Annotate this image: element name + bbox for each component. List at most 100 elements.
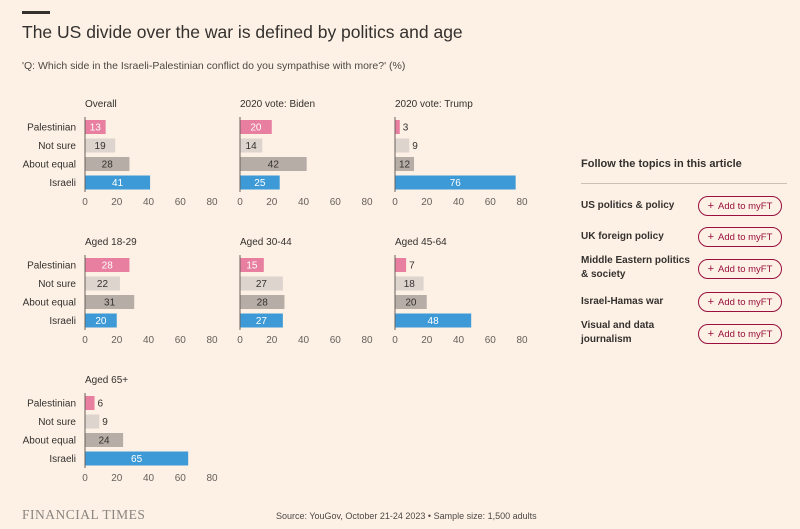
source-note: Source: YouGov, October 21-24 2023 • Sam… <box>276 511 537 521</box>
panel-title: Overall <box>85 99 117 110</box>
bar-about-equal <box>395 157 415 171</box>
tick-label: 60 <box>175 197 187 208</box>
tick-label: 60 <box>330 197 342 208</box>
bar-not-sure <box>85 414 100 429</box>
value-label: 13 <box>90 123 102 134</box>
add-button-label: Add to myFT <box>718 231 773 243</box>
bar-israeli <box>240 313 283 328</box>
tick-label: 0 <box>392 335 398 346</box>
value-label: 27 <box>256 279 268 290</box>
tick-label: 80 <box>361 197 373 208</box>
tick-label: 80 <box>206 473 218 484</box>
bar-palestinian <box>395 120 400 134</box>
bar-palestinian <box>395 258 407 272</box>
add-to-myft-button[interactable]: + Add to myFT <box>698 227 782 247</box>
bar-about-equal <box>240 157 307 171</box>
value-label: 9 <box>102 417 108 428</box>
ft-logo: FINANCIAL TIMES <box>22 507 146 522</box>
tick-label: 80 <box>206 335 218 346</box>
tick-label: 60 <box>485 335 497 346</box>
bar-israeli <box>395 175 516 190</box>
bar-about-equal <box>85 157 130 171</box>
tick-label: 0 <box>82 473 88 484</box>
plus-icon: + <box>707 200 715 212</box>
category-label: Not sure <box>38 141 76 152</box>
topics-sidebar: Follow the topics in this article <box>581 158 786 170</box>
bar-palestinian <box>85 396 95 410</box>
bar-palestinian <box>240 258 264 272</box>
topic-name: Israel-Hamas war <box>581 296 664 307</box>
topic-name: US politics & policy <box>581 200 675 211</box>
add-to-myft-button[interactable]: + Add to myFT <box>698 196 782 216</box>
add-button-label: Add to myFT <box>718 263 773 275</box>
value-label: 27 <box>256 316 268 327</box>
value-label: 14 <box>246 141 258 152</box>
chart-title: The US divide over the war is defined by… <box>22 22 463 42</box>
panel-title: Aged 30-44 <box>240 237 292 248</box>
value-label: 6 <box>98 399 104 410</box>
bar-about-equal <box>395 295 427 309</box>
add-button-label: Add to myFT <box>718 296 773 308</box>
value-label: 31 <box>104 298 116 309</box>
add-button-label: Add to myFT <box>718 328 773 340</box>
value-label: 28 <box>257 298 269 309</box>
value-label: 9 <box>412 141 418 152</box>
tick-label: 20 <box>111 335 123 346</box>
value-label: 25 <box>254 178 266 189</box>
tick-label: 40 <box>298 335 310 346</box>
bar-israeli <box>395 313 472 328</box>
bar-palestinian <box>85 258 130 272</box>
tick-label: 60 <box>485 197 497 208</box>
bar-israeli <box>85 451 189 466</box>
value-label: 7 <box>409 261 415 272</box>
value-label: 22 <box>97 279 109 290</box>
bar-not-sure <box>395 138 410 153</box>
tick-label: 20 <box>111 197 123 208</box>
value-label: 12 <box>399 160 411 171</box>
add-to-myft-button[interactable]: + Add to myFT <box>698 292 782 312</box>
plus-icon: + <box>707 263 715 275</box>
category-label: Not sure <box>38 417 76 428</box>
tick-label: 0 <box>82 335 88 346</box>
tick-label: 40 <box>453 335 465 346</box>
sidebar-divider <box>581 183 787 184</box>
panel-title: Aged 18-29 <box>85 237 137 248</box>
value-label: 41 <box>112 178 124 189</box>
value-label: 15 <box>246 261 258 272</box>
topic-name: Middle Eastern politics & society <box>581 255 690 280</box>
tick-label: 40 <box>453 197 465 208</box>
topics-heading: Follow the topics in this article <box>581 158 742 170</box>
value-label: 19 <box>95 141 107 152</box>
value-label: 18 <box>404 279 416 290</box>
plus-icon: + <box>707 296 715 308</box>
value-label: 20 <box>405 298 417 309</box>
plus-icon: + <box>707 328 715 340</box>
tick-label: 20 <box>266 197 278 208</box>
value-label: 76 <box>450 178 462 189</box>
add-to-myft-button[interactable]: + Add to myFT <box>698 324 782 344</box>
top-rule <box>22 11 50 14</box>
value-label: 28 <box>102 160 114 171</box>
category-label: Palestinian <box>27 261 76 272</box>
bar-about-equal <box>85 295 135 309</box>
small-multiples-chart: Overall 13 Palestinian 19 Not sure 28 About eq… <box>23 99 528 484</box>
category-label: About equal <box>23 436 76 447</box>
chart-subtitle: 'Q: Which side in the Israeli-Palestinia… <box>22 60 406 72</box>
tick-label: 20 <box>421 197 433 208</box>
value-label: 28 <box>102 261 114 272</box>
tick-label: 0 <box>392 197 398 208</box>
tick-label: 60 <box>330 335 342 346</box>
bar-israeli <box>240 175 280 190</box>
value-label: 65 <box>131 454 143 465</box>
category-label: Not sure <box>38 279 76 290</box>
value-label: 24 <box>98 436 110 447</box>
add-to-myft-button[interactable]: + Add to myFT <box>698 259 782 279</box>
category-label: Palestinian <box>27 399 76 410</box>
value-label: 3 <box>403 123 409 134</box>
tick-label: 0 <box>237 197 243 208</box>
category-label: Israeli <box>49 454 76 465</box>
panel-title: 2020 vote: Trump <box>395 99 473 110</box>
value-label: 20 <box>250 123 262 134</box>
plus-icon: + <box>707 231 715 243</box>
panel-title: Aged 65+ <box>85 375 128 386</box>
